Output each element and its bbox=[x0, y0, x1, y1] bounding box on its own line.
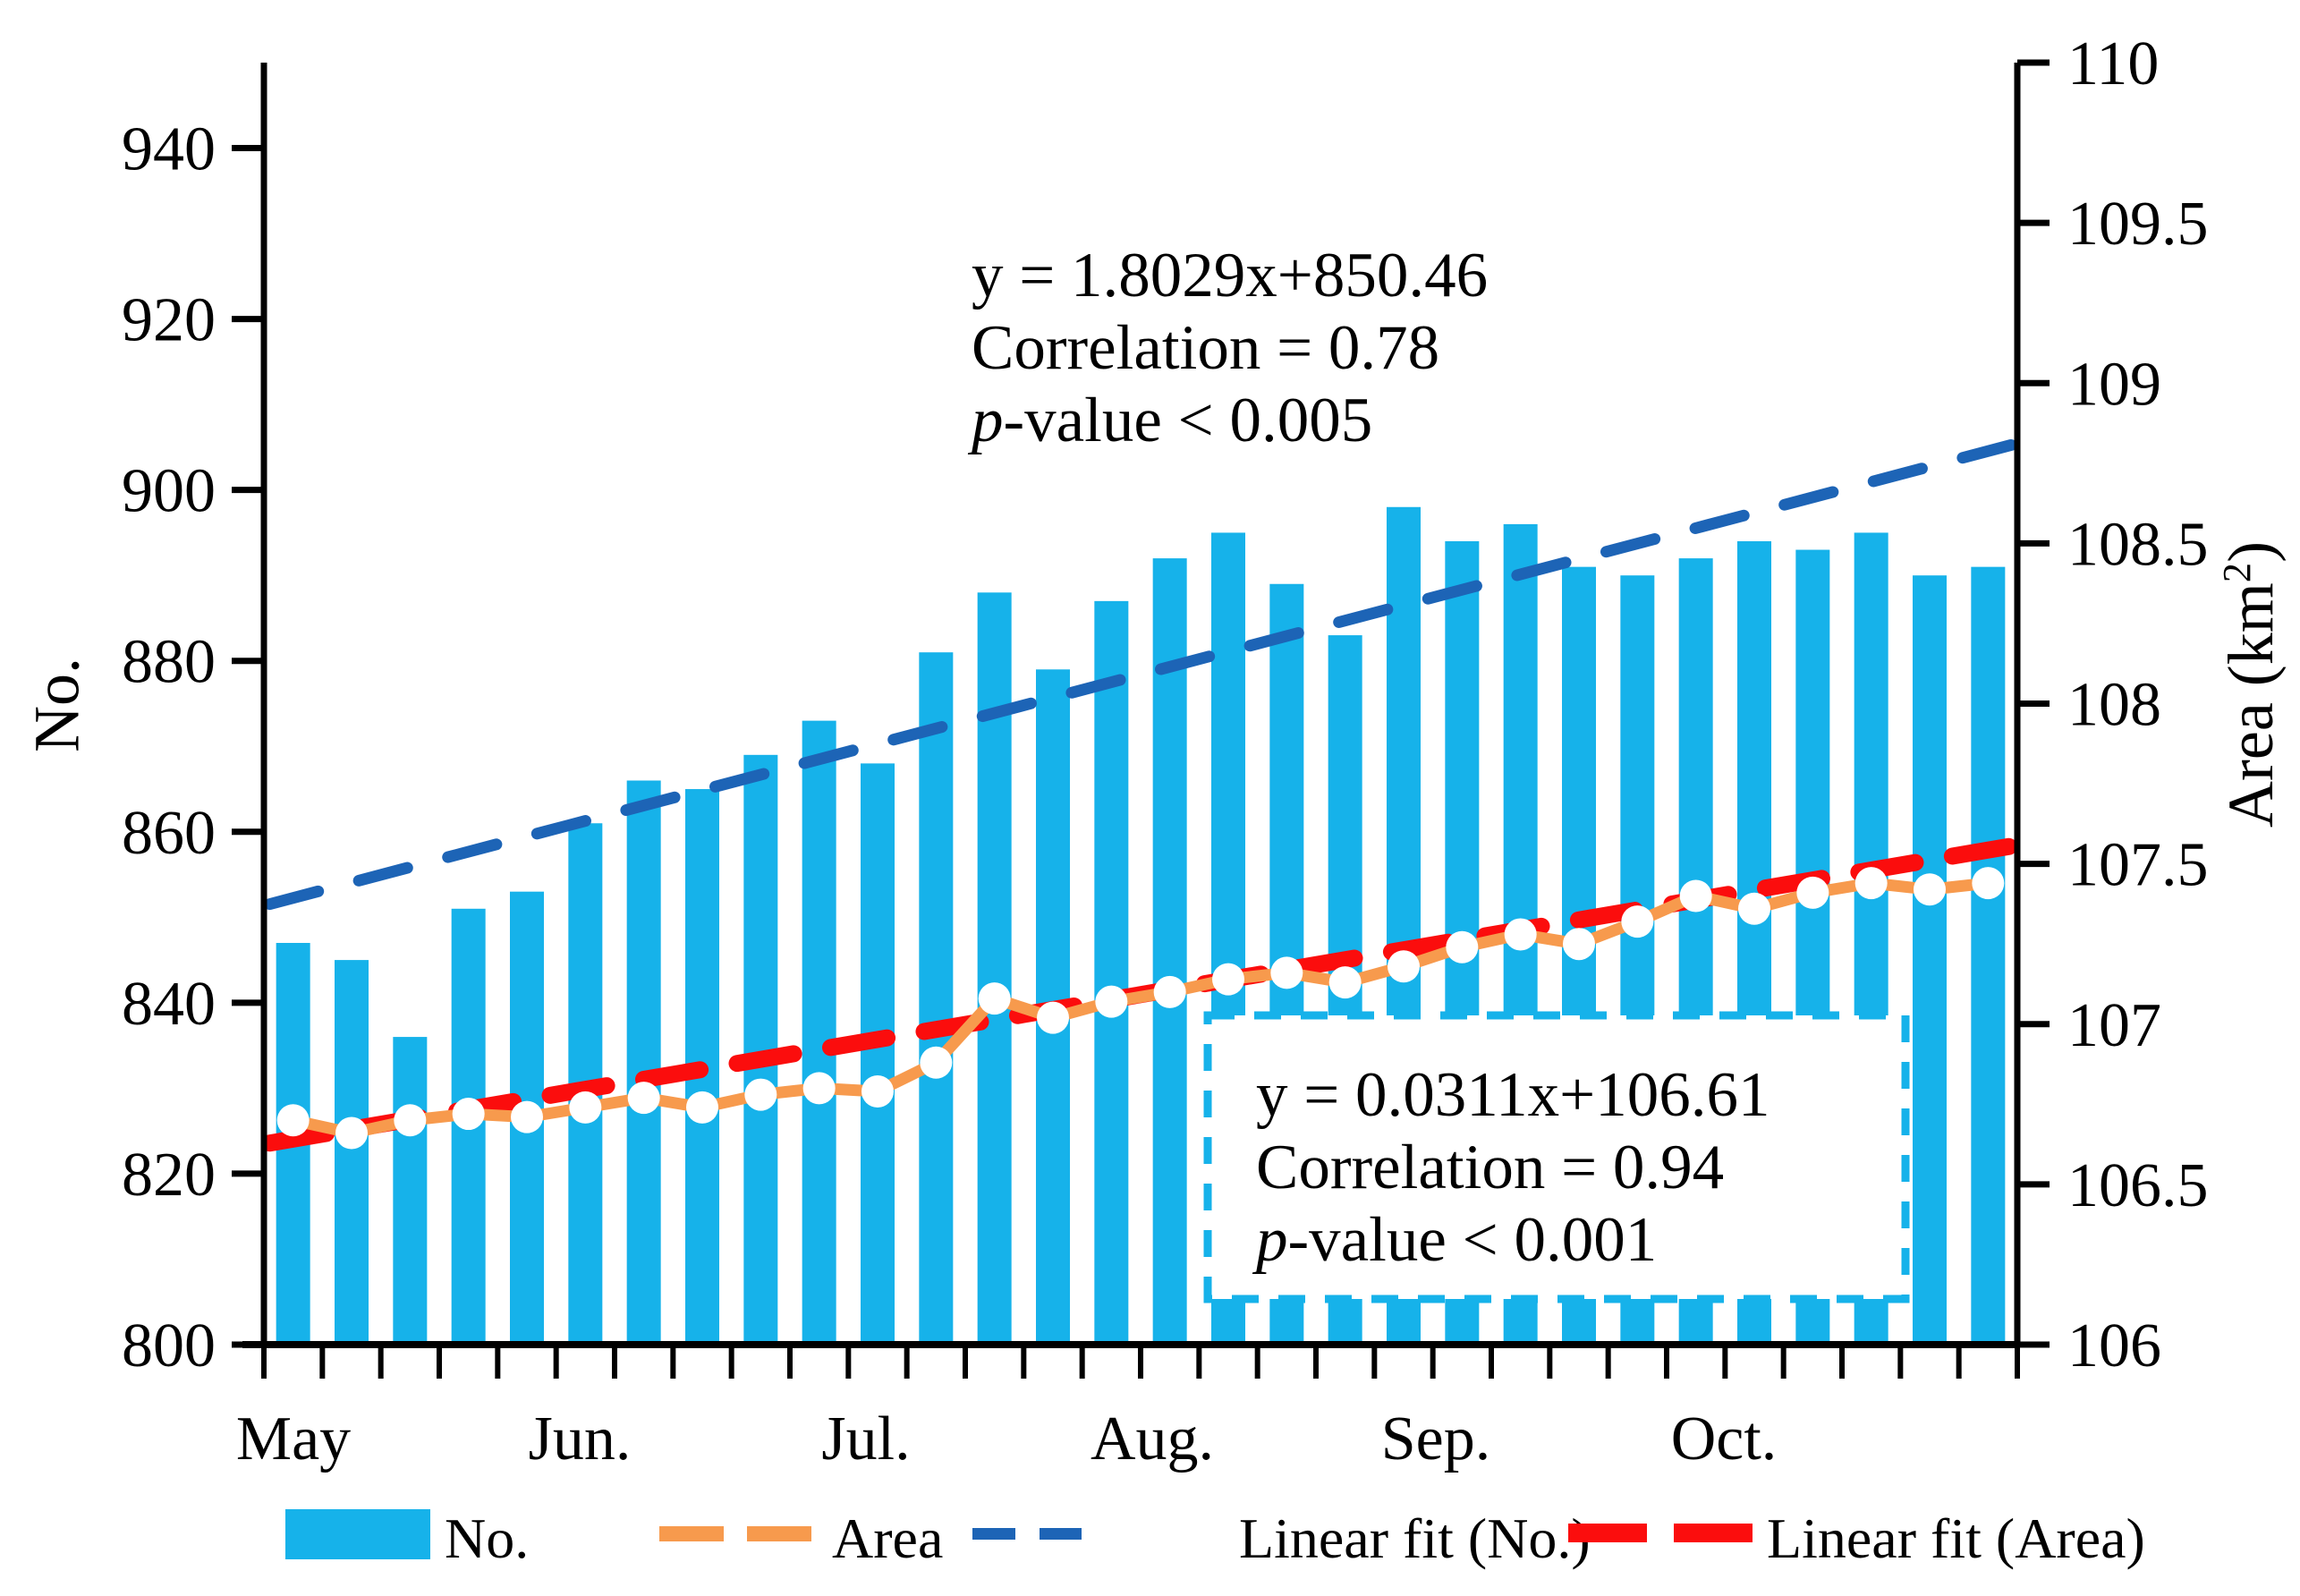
bar bbox=[626, 780, 661, 1345]
bar bbox=[335, 960, 369, 1345]
area-marker bbox=[1504, 918, 1537, 951]
legend-item-area: Area bbox=[832, 1507, 944, 1570]
area-marker bbox=[1854, 867, 1888, 900]
area-marker bbox=[627, 1082, 660, 1115]
area-marker bbox=[276, 1104, 310, 1137]
area-marker bbox=[1270, 956, 1303, 989]
area-marker bbox=[1914, 873, 1946, 906]
legend-item-linearfit-no: Linear fit (No.) bbox=[1239, 1507, 1591, 1570]
x-axis-month-label: Jul. bbox=[821, 1405, 910, 1473]
bar bbox=[1971, 566, 2006, 1345]
right-axis-tick-label: 109.5 bbox=[2067, 190, 2209, 259]
area-marker bbox=[978, 982, 1011, 1015]
right-axis-title-sup: 2 bbox=[2214, 562, 2259, 583]
left-axis-tick-label: 940 bbox=[122, 115, 216, 184]
bar bbox=[802, 720, 836, 1345]
left-axis-tick-label: 900 bbox=[122, 457, 216, 526]
area-marker bbox=[1037, 1001, 1069, 1034]
annotation-no-p-italic: p bbox=[972, 386, 1004, 455]
right-axis-tick-label: 110 bbox=[2067, 30, 2159, 98]
legend-swatch-linearfit-area-dash bbox=[1568, 1524, 1756, 1542]
area-marker bbox=[1621, 905, 1654, 938]
right-axis-title-close: ) bbox=[2215, 540, 2287, 563]
annotation-area-correlation: Correlation = 0.94 bbox=[1256, 1133, 1725, 1202]
legend-swatch-linearfit-no-dash bbox=[972, 1528, 1082, 1540]
area-marker bbox=[1679, 879, 1712, 913]
bar bbox=[919, 652, 954, 1345]
area-marker bbox=[920, 1046, 953, 1079]
area-marker bbox=[569, 1091, 602, 1124]
stats-box bbox=[1203, 1011, 1910, 1303]
area-marker bbox=[1563, 928, 1595, 961]
area-marker bbox=[1212, 963, 1244, 996]
area-marker bbox=[861, 1074, 894, 1108]
left-axis-tick-label: 920 bbox=[122, 286, 216, 355]
left-axis-title: No. bbox=[21, 658, 93, 752]
annotation-area-pvalue: p-value < 0.001 bbox=[1256, 1204, 1770, 1277]
annotation-area-equation: y = 0.0311x+106.61 bbox=[1256, 1060, 1770, 1130]
x-axis-month-label: Aug. bbox=[1091, 1405, 1214, 1473]
bar bbox=[1913, 575, 1947, 1345]
legend-item-linearfit-area: Linear fit (Area) bbox=[1767, 1507, 2145, 1570]
legend-item-no: No. bbox=[445, 1507, 530, 1570]
legend-swatch-area-dash bbox=[659, 1526, 813, 1541]
area-marker bbox=[1446, 930, 1479, 964]
bar bbox=[1152, 558, 1187, 1345]
right-axis-tick-label: 107.5 bbox=[2067, 831, 2209, 900]
area-marker bbox=[335, 1116, 368, 1150]
area-marker bbox=[1738, 892, 1770, 925]
legend-swatch-bar bbox=[285, 1509, 430, 1559]
right-axis-tick-label: 108 bbox=[2067, 671, 2161, 740]
area-marker bbox=[1972, 867, 2005, 900]
left-axis-tick-label: 860 bbox=[122, 799, 216, 868]
right-axis-title-text: Area (km bbox=[2215, 582, 2287, 828]
right-axis-tick-label: 108.5 bbox=[2067, 510, 2209, 579]
right-axis-tick-label: 107 bbox=[2067, 991, 2161, 1060]
left-axis-tick-label: 800 bbox=[122, 1312, 216, 1380]
area-marker bbox=[1328, 966, 1362, 999]
area-marker bbox=[394, 1104, 427, 1137]
annotation-area-p-rest: -value < 0.001 bbox=[1287, 1205, 1658, 1275]
right-axis-tick-label: 106 bbox=[2067, 1312, 2161, 1380]
area-marker bbox=[1153, 975, 1186, 1008]
annotation-no-pvalue: p-value < 0.005 bbox=[972, 385, 1488, 457]
x-axis-month-label: Oct. bbox=[1671, 1405, 1778, 1473]
linear-fit-no-line bbox=[264, 438, 2017, 911]
x-axis-month-label: May bbox=[236, 1405, 351, 1473]
area-marker bbox=[1388, 950, 1420, 983]
left-axis-tick-label: 840 bbox=[122, 970, 216, 1039]
area-marker bbox=[452, 1098, 485, 1131]
area-marker bbox=[802, 1072, 836, 1105]
right-axis-tick-label: 109 bbox=[2067, 350, 2161, 419]
area-marker bbox=[686, 1091, 718, 1124]
annotation-area-p-italic: p bbox=[1256, 1205, 1288, 1275]
bar bbox=[861, 763, 895, 1345]
x-axis-month-label: Sep. bbox=[1381, 1405, 1491, 1473]
right-axis-title: Area (km2) bbox=[2213, 541, 2288, 828]
area-marker bbox=[744, 1078, 777, 1111]
left-axis-tick-label: 880 bbox=[122, 628, 216, 697]
left-axis-tick-label: 820 bbox=[122, 1141, 216, 1210]
bar bbox=[1094, 600, 1129, 1345]
bar bbox=[393, 1037, 428, 1345]
area-marker bbox=[1796, 876, 1829, 909]
annotation-area-fit: y = 0.0311x+106.61 Correlation = 0.94 p-… bbox=[1256, 1059, 1770, 1277]
annotation-no-p-rest: -value < 0.005 bbox=[1003, 386, 1373, 455]
annotation-no-equation: y = 1.8029x+850.46 bbox=[972, 241, 1489, 310]
area-marker bbox=[511, 1100, 543, 1133]
annotation-no-fit: y = 1.8029x+850.46 Correlation = 0.78 p-… bbox=[972, 240, 1488, 457]
annotation-no-correlation: Correlation = 0.78 bbox=[972, 313, 1440, 383]
x-axis-month-label: Jun. bbox=[529, 1405, 632, 1473]
right-axis-tick-label: 106.5 bbox=[2067, 1151, 2209, 1220]
area-marker bbox=[1095, 985, 1128, 1018]
